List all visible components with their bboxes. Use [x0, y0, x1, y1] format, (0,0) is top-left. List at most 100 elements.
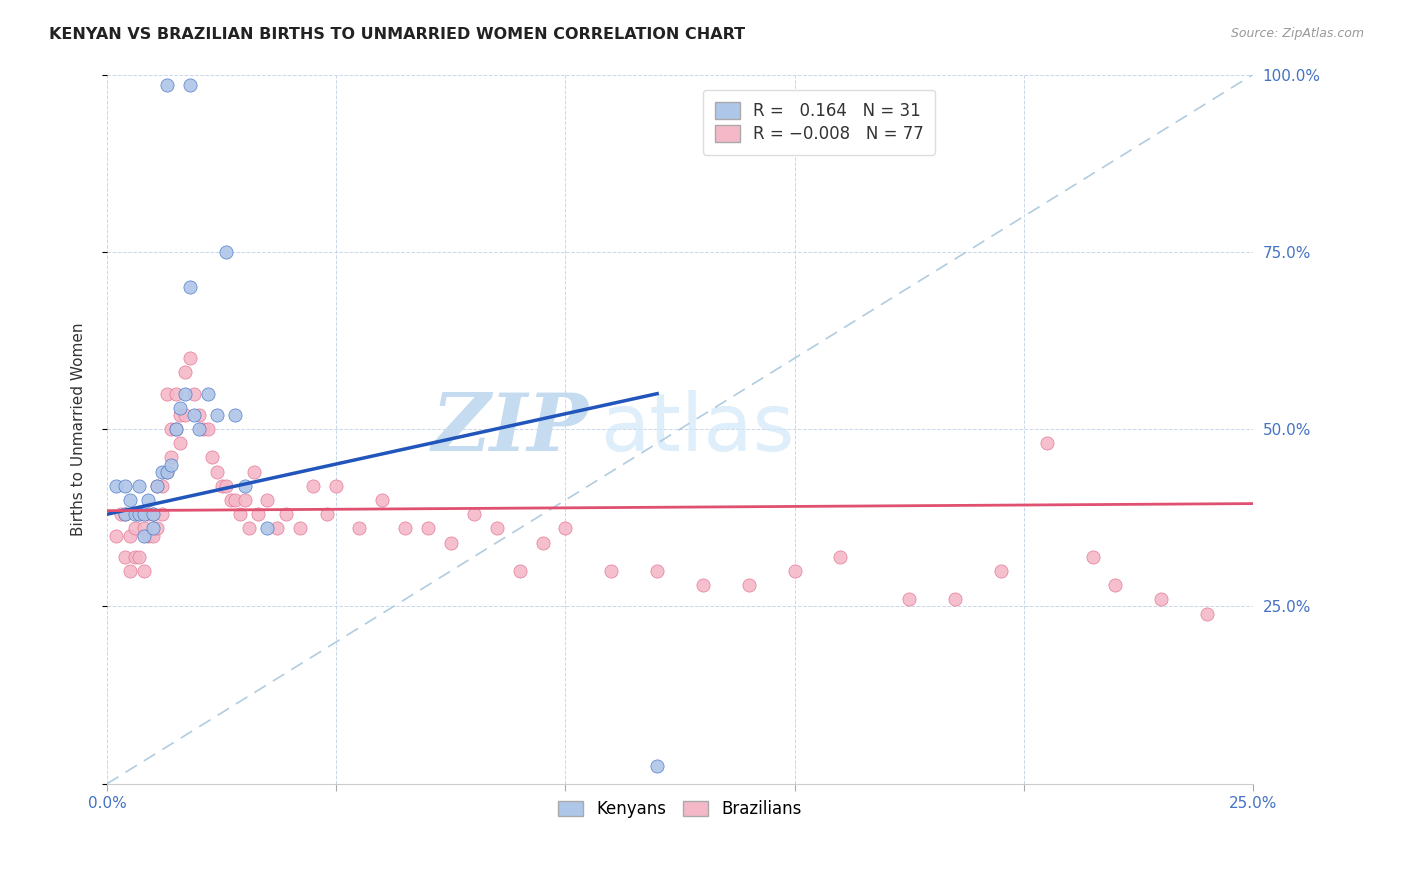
Point: [132, 564, 155, 578]
Point: [316, 507, 339, 521]
Point: [256, 521, 278, 535]
Point: [371, 493, 394, 508]
Point: [179, 351, 201, 366]
Point: [197, 422, 219, 436]
Point: [215, 479, 238, 493]
Point: [174, 408, 197, 422]
Point: [509, 564, 531, 578]
Point: [205, 408, 228, 422]
Point: [692, 578, 714, 592]
Point: [142, 521, 165, 535]
Point: [146, 521, 169, 535]
Point: [224, 493, 246, 508]
Point: [183, 408, 205, 422]
Point: [128, 507, 150, 521]
Point: [211, 479, 233, 493]
Point: [266, 521, 288, 535]
Point: [288, 521, 311, 535]
Point: [229, 507, 252, 521]
Point: [142, 507, 165, 521]
Point: [1150, 592, 1173, 607]
Point: [114, 507, 136, 521]
Point: [165, 386, 187, 401]
Point: [738, 578, 761, 592]
Point: [783, 564, 806, 578]
Point: [124, 521, 146, 535]
Point: [898, 592, 921, 607]
Point: [118, 493, 141, 508]
Point: [440, 535, 463, 549]
Point: [242, 465, 264, 479]
Point: [224, 408, 246, 422]
Point: [485, 521, 508, 535]
Point: [132, 507, 155, 521]
Point: [124, 549, 146, 564]
Point: [156, 465, 179, 479]
Point: [165, 422, 187, 436]
Point: [150, 479, 173, 493]
Point: [156, 386, 179, 401]
Y-axis label: Births to Unmarried Women: Births to Unmarried Women: [72, 322, 86, 536]
Point: [128, 507, 150, 521]
Point: [247, 507, 270, 521]
Point: [150, 507, 173, 521]
Point: [1104, 578, 1126, 592]
Point: [463, 507, 485, 521]
Point: [193, 422, 215, 436]
Text: Source: ZipAtlas.com: Source: ZipAtlas.com: [1230, 27, 1364, 40]
Point: [114, 479, 136, 493]
Point: [1197, 607, 1219, 621]
Point: [1081, 549, 1104, 564]
Point: [197, 386, 219, 401]
Point: [128, 549, 150, 564]
Point: [110, 507, 132, 521]
Point: [136, 507, 159, 521]
Point: [215, 244, 238, 259]
Point: [160, 422, 183, 436]
Point: [600, 564, 623, 578]
Point: [174, 386, 197, 401]
Point: [142, 507, 165, 521]
Text: atlas: atlas: [600, 390, 794, 468]
Point: [118, 564, 141, 578]
Point: [205, 465, 228, 479]
Point: [169, 401, 191, 415]
Point: [150, 465, 173, 479]
Point: [132, 528, 155, 542]
Point: [136, 528, 159, 542]
Point: [554, 521, 576, 535]
Point: [146, 479, 169, 493]
Point: [169, 436, 191, 450]
Point: [114, 507, 136, 521]
Point: [302, 479, 325, 493]
Text: ZIP: ZIP: [432, 391, 588, 468]
Point: [124, 507, 146, 521]
Point: [233, 479, 256, 493]
Point: [531, 535, 554, 549]
Point: [142, 528, 165, 542]
Point: [394, 521, 416, 535]
Point: [256, 493, 278, 508]
Point: [233, 493, 256, 508]
Point: [187, 422, 209, 436]
Point: [118, 528, 141, 542]
Point: [128, 479, 150, 493]
Point: [238, 521, 260, 535]
Point: [219, 493, 242, 508]
Point: [114, 549, 136, 564]
Point: [347, 521, 370, 535]
Legend: Kenyans, Brazilians: Kenyans, Brazilians: [551, 794, 808, 825]
Point: [943, 592, 966, 607]
Point: [416, 521, 439, 535]
Point: [156, 465, 179, 479]
Point: [146, 479, 169, 493]
Point: [160, 450, 183, 465]
Point: [169, 408, 191, 422]
Point: [187, 408, 209, 422]
Point: [105, 479, 128, 493]
Text: KENYAN VS BRAZILIAN BIRTHS TO UNMARRIED WOMEN CORRELATION CHART: KENYAN VS BRAZILIAN BIRTHS TO UNMARRIED …: [49, 27, 745, 42]
Point: [990, 564, 1012, 578]
Point: [136, 493, 159, 508]
Point: [325, 479, 347, 493]
Point: [645, 759, 668, 773]
